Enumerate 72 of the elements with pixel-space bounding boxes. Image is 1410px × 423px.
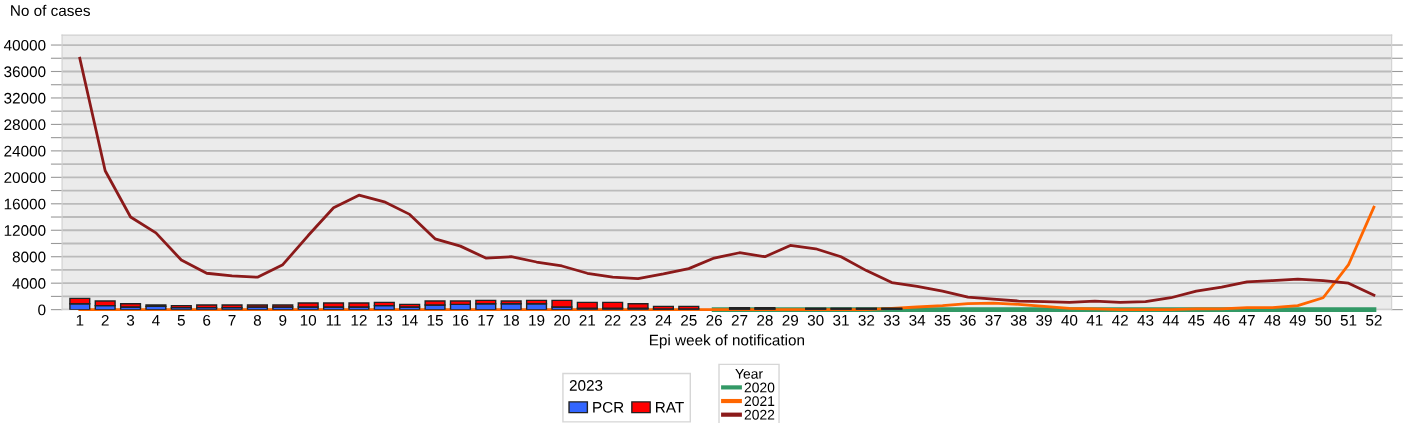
- y-tick-label: 8000: [12, 251, 46, 263]
- x-tick-label: 6: [203, 314, 211, 326]
- x-tick-label: 12: [351, 314, 367, 326]
- x-tick-label: 43: [1137, 314, 1154, 326]
- x-tick-label: 46: [1213, 314, 1230, 326]
- x-tick-label: 44: [1162, 315, 1179, 326]
- legend-label: PCR: [593, 401, 624, 413]
- x-tick-label: 48: [1264, 314, 1281, 326]
- y-tick-label: 4000: [12, 278, 46, 289]
- x-tick-label: 5: [177, 315, 185, 326]
- x-tick-label: 16: [453, 314, 469, 326]
- x-tick-label: 4: [152, 315, 160, 326]
- x-tick-label: 23: [630, 314, 646, 326]
- x-tick-label: 34: [909, 314, 926, 326]
- y-tick-label: 0: [38, 304, 46, 316]
- text: Year: [735, 369, 763, 379]
- x-tick-label: 38: [1010, 314, 1027, 326]
- y-tick-label: 16000: [4, 198, 46, 210]
- x-tick-label: 50: [1315, 314, 1332, 326]
- x-tick-label: 7: [228, 315, 236, 326]
- x-tick-label: 28: [757, 314, 773, 326]
- x-tick-label: 49: [1289, 314, 1306, 326]
- x-tick-label: 26: [706, 314, 722, 326]
- x-tick-label: 8: [253, 314, 262, 326]
- x-tick-label: 3: [126, 314, 135, 326]
- y-tick-label: 28000: [4, 119, 46, 131]
- x-tick-label: 35: [934, 314, 951, 326]
- x-tick-label: 9: [279, 314, 287, 326]
- x-tick-label: 11: [326, 315, 341, 326]
- x-tick-label: 27: [731, 314, 748, 326]
- x-axis-title: Epi week of notification: [649, 334, 804, 349]
- y-tick-label: 20000: [4, 172, 46, 184]
- x-tick-label: 20: [554, 314, 570, 326]
- x-tick-label: 30: [807, 314, 824, 326]
- x-tick-label: 45: [1188, 315, 1205, 326]
- x-tick-label: 18: [503, 314, 519, 326]
- x-tick-label: 10: [300, 314, 317, 326]
- x-tick-label: 31: [833, 314, 849, 326]
- x-tick-label: 36: [960, 314, 976, 326]
- x-tick-label: 47: [1238, 315, 1255, 326]
- x-tick-label: 39: [1036, 314, 1052, 326]
- x-tick-label: 25: [681, 314, 697, 326]
- x-tick-label: 41: [1086, 315, 1103, 326]
- text: 2023: [569, 380, 603, 391]
- y-tick-label: 24000: [4, 145, 46, 157]
- x-tick-label: 33: [883, 314, 900, 326]
- x-tick-label: 17: [478, 315, 494, 326]
- x-tick-label: 52: [1366, 314, 1382, 326]
- x-tick-label: 42: [1112, 314, 1128, 326]
- x-tick-label: 1: [76, 315, 84, 326]
- legend-label: RAT: [656, 402, 684, 413]
- y-tick-label: 32000: [4, 92, 46, 104]
- y-axis-title: No of cases: [11, 4, 90, 17]
- x-tick-label: 51: [1340, 315, 1357, 326]
- legend-label: 2020: [744, 382, 775, 393]
- x-tick-label: 32: [858, 314, 875, 326]
- x-tick-label: 19: [529, 314, 545, 326]
- x-tick-label: 24: [655, 314, 672, 326]
- x-tick-label: 2: [101, 314, 109, 326]
- y-tick-label: 40000: [3, 39, 46, 51]
- x-tick-label: 29: [782, 314, 799, 326]
- y-tick-label: 36000: [4, 66, 46, 78]
- x-tick-label: 15: [427, 315, 443, 326]
- legend-label: 2022: [744, 409, 775, 420]
- x-tick-label: 14: [402, 315, 418, 326]
- x-tick-label: 40: [1061, 314, 1078, 326]
- x-tick-label: 21: [579, 314, 596, 326]
- x-tick-label: 37: [985, 314, 1002, 326]
- y-tick-label: 12000: [4, 225, 46, 236]
- x-tick-label: 22: [604, 314, 621, 326]
- x-tick-label: 13: [376, 314, 393, 326]
- legend-label: 2021: [744, 396, 775, 407]
